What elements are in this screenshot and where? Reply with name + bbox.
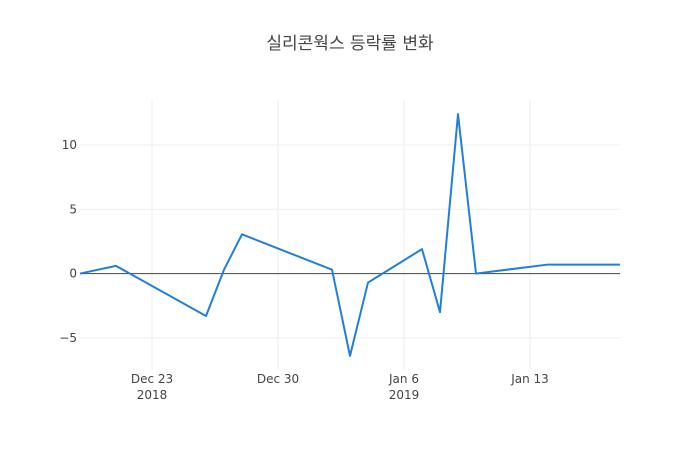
series-layer: [79, 113, 620, 357]
y-tick-label: 0: [69, 267, 77, 281]
x-tick-label: Jan 6: [388, 372, 419, 386]
chart-title: 실리콘웍스 등락률 변화: [266, 34, 434, 54]
x-tick-label: Dec 23: [131, 372, 173, 386]
y-tick-label: −5: [59, 331, 77, 345]
x-tick-label: Dec 30: [257, 372, 299, 386]
x-tick-label: Jan 13: [510, 372, 549, 386]
x-tick-year-label: 2018: [137, 388, 168, 402]
y-tick-label: 10: [62, 138, 77, 152]
x-tick-year-label: 2019: [389, 388, 420, 402]
y-tick-label: 5: [69, 202, 77, 216]
axis-labels-layer: −5 0 5 10 Dec 23 2018 Dec 30 Jan 6 2019 Jan 13: [59, 138, 549, 402]
grid-layer: [80, 100, 620, 370]
series-line: [79, 113, 620, 357]
